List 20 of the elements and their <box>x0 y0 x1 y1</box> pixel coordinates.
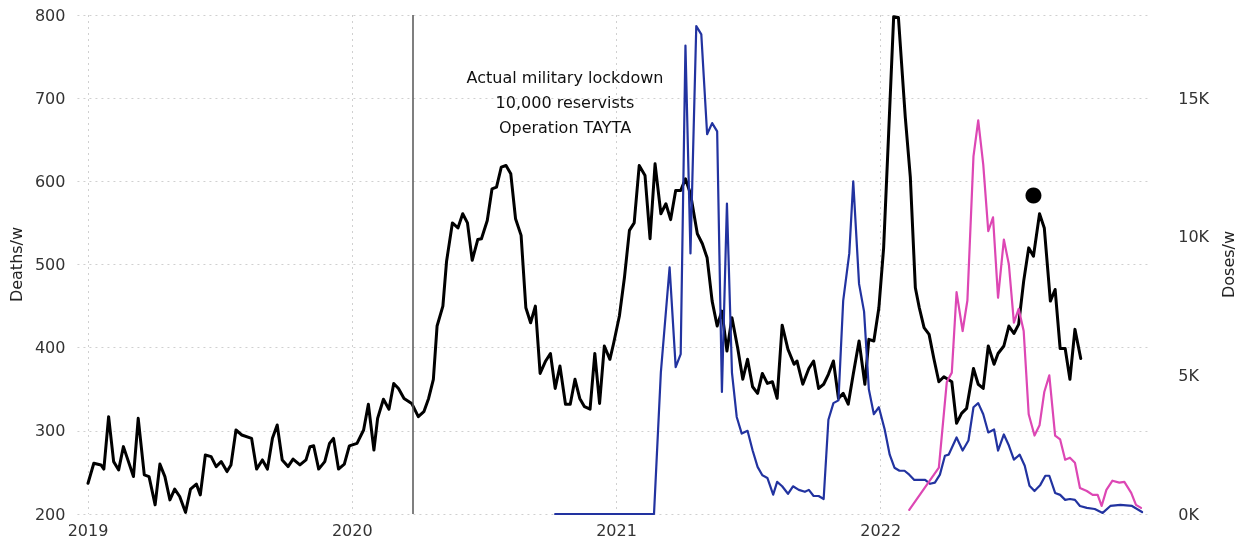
y-tick-label: 500 <box>34 255 66 274</box>
line-series <box>86 15 1083 514</box>
y2-tick-label: 15K <box>1178 88 1210 108</box>
y-tick-label: 400 <box>34 338 66 358</box>
y-tick-label: 700 <box>34 88 66 108</box>
y2-tick-label: 5K <box>1178 365 1200 385</box>
x-tick-label: 2022 <box>860 520 902 540</box>
y2-tick-label: 10K <box>1178 227 1210 247</box>
x-tick-label: 2020 <box>331 520 373 540</box>
x-tick-label: 2019 <box>67 520 109 540</box>
x-tick-label: 2021 <box>596 520 637 540</box>
y2-axis-title: Doses/w <box>1218 230 1238 299</box>
y-tick-label: 200 <box>34 504 66 524</box>
line-series <box>908 119 1143 511</box>
y-tick-label: 300 <box>34 421 66 441</box>
annotation: Actual military lockdown 10,000 reservists Operation TAYTA <box>465 67 665 139</box>
y-axis-title: Deaths/w <box>6 226 26 303</box>
y-tick-label: 600 <box>34 171 66 191</box>
y-tick-label: 800 <box>34 5 66 25</box>
y2-tick-label: 0K <box>1178 504 1200 524</box>
